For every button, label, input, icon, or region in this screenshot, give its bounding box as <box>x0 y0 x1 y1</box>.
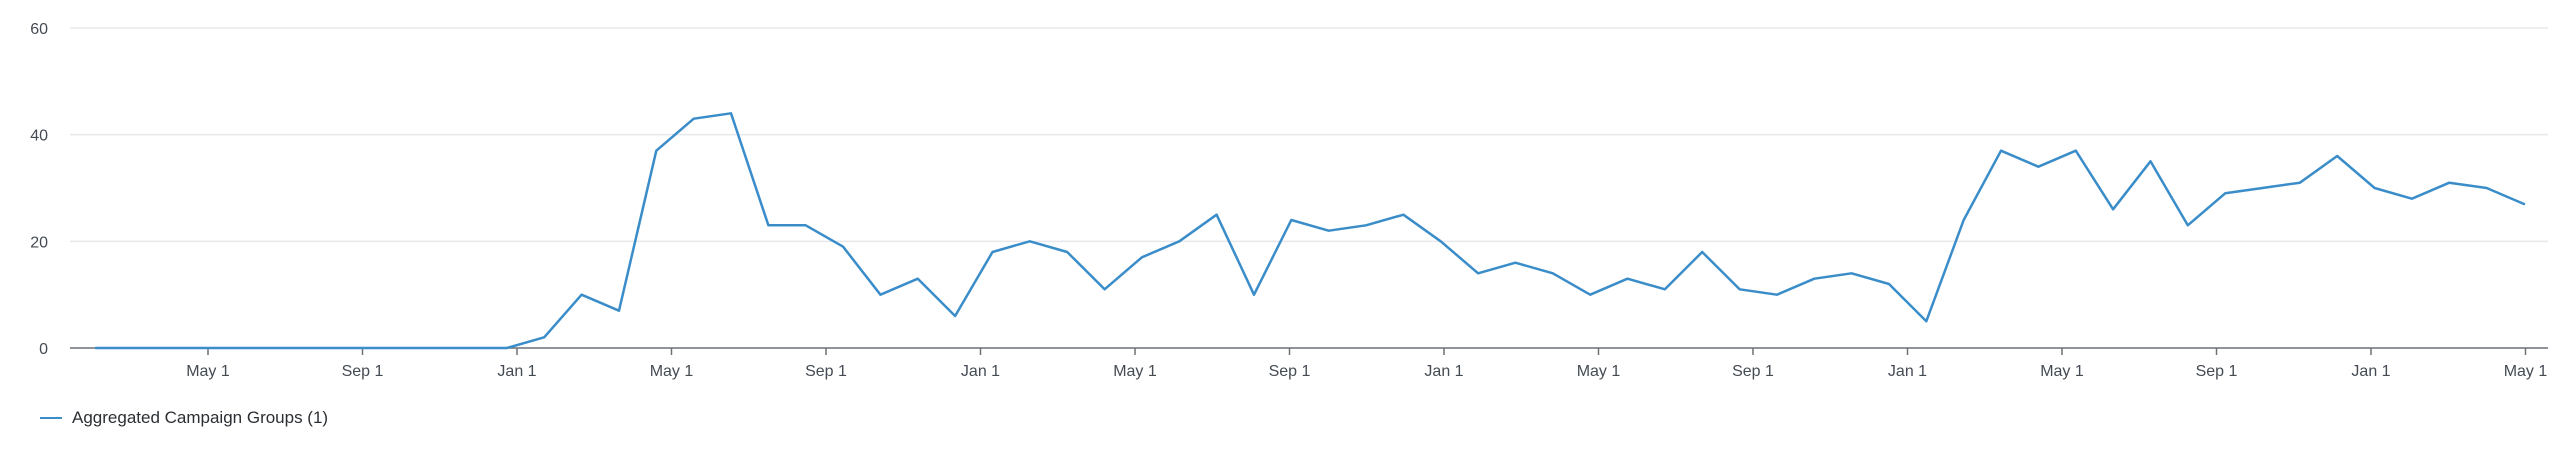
legend-swatch <box>40 417 62 419</box>
x-tick-label: Jan 1 <box>1888 363 1927 380</box>
x-tick-label: Jan 1 <box>961 363 1000 380</box>
x-tick-label: Sep 1 <box>805 363 847 380</box>
x-tick-label: Sep 1 <box>1732 363 1774 380</box>
y-tick-label: 60 <box>30 21 48 38</box>
x-tick-label: Sep 1 <box>1269 363 1311 380</box>
x-tick-label: Sep 1 <box>2196 363 2238 380</box>
legend: Aggregated Campaign Groups (1) <box>40 406 328 430</box>
x-tick-label: May 1 <box>650 363 694 380</box>
x-tick-label: Jan 1 <box>1424 363 1463 380</box>
x-tick-label: Jan 1 <box>2351 363 2390 380</box>
y-tick-label: 0 <box>39 341 48 358</box>
x-tick-label: May 1 <box>1577 363 1621 380</box>
x-tick-label: May 1 <box>2040 363 2084 380</box>
x-tick-label: May 1 <box>1113 363 1157 380</box>
series-line-0 <box>94 112 2526 350</box>
y-tick-label: 20 <box>30 234 48 251</box>
x-tick-label: May 1 <box>186 363 230 380</box>
x-tick-label: Sep 1 <box>342 363 384 380</box>
x-tick-label: May 1 <box>2504 363 2548 380</box>
x-tick-label: Jan 1 <box>497 363 536 380</box>
y-tick-label: 40 <box>30 128 48 145</box>
legend-label: Aggregated Campaign Groups (1) <box>72 408 329 427</box>
